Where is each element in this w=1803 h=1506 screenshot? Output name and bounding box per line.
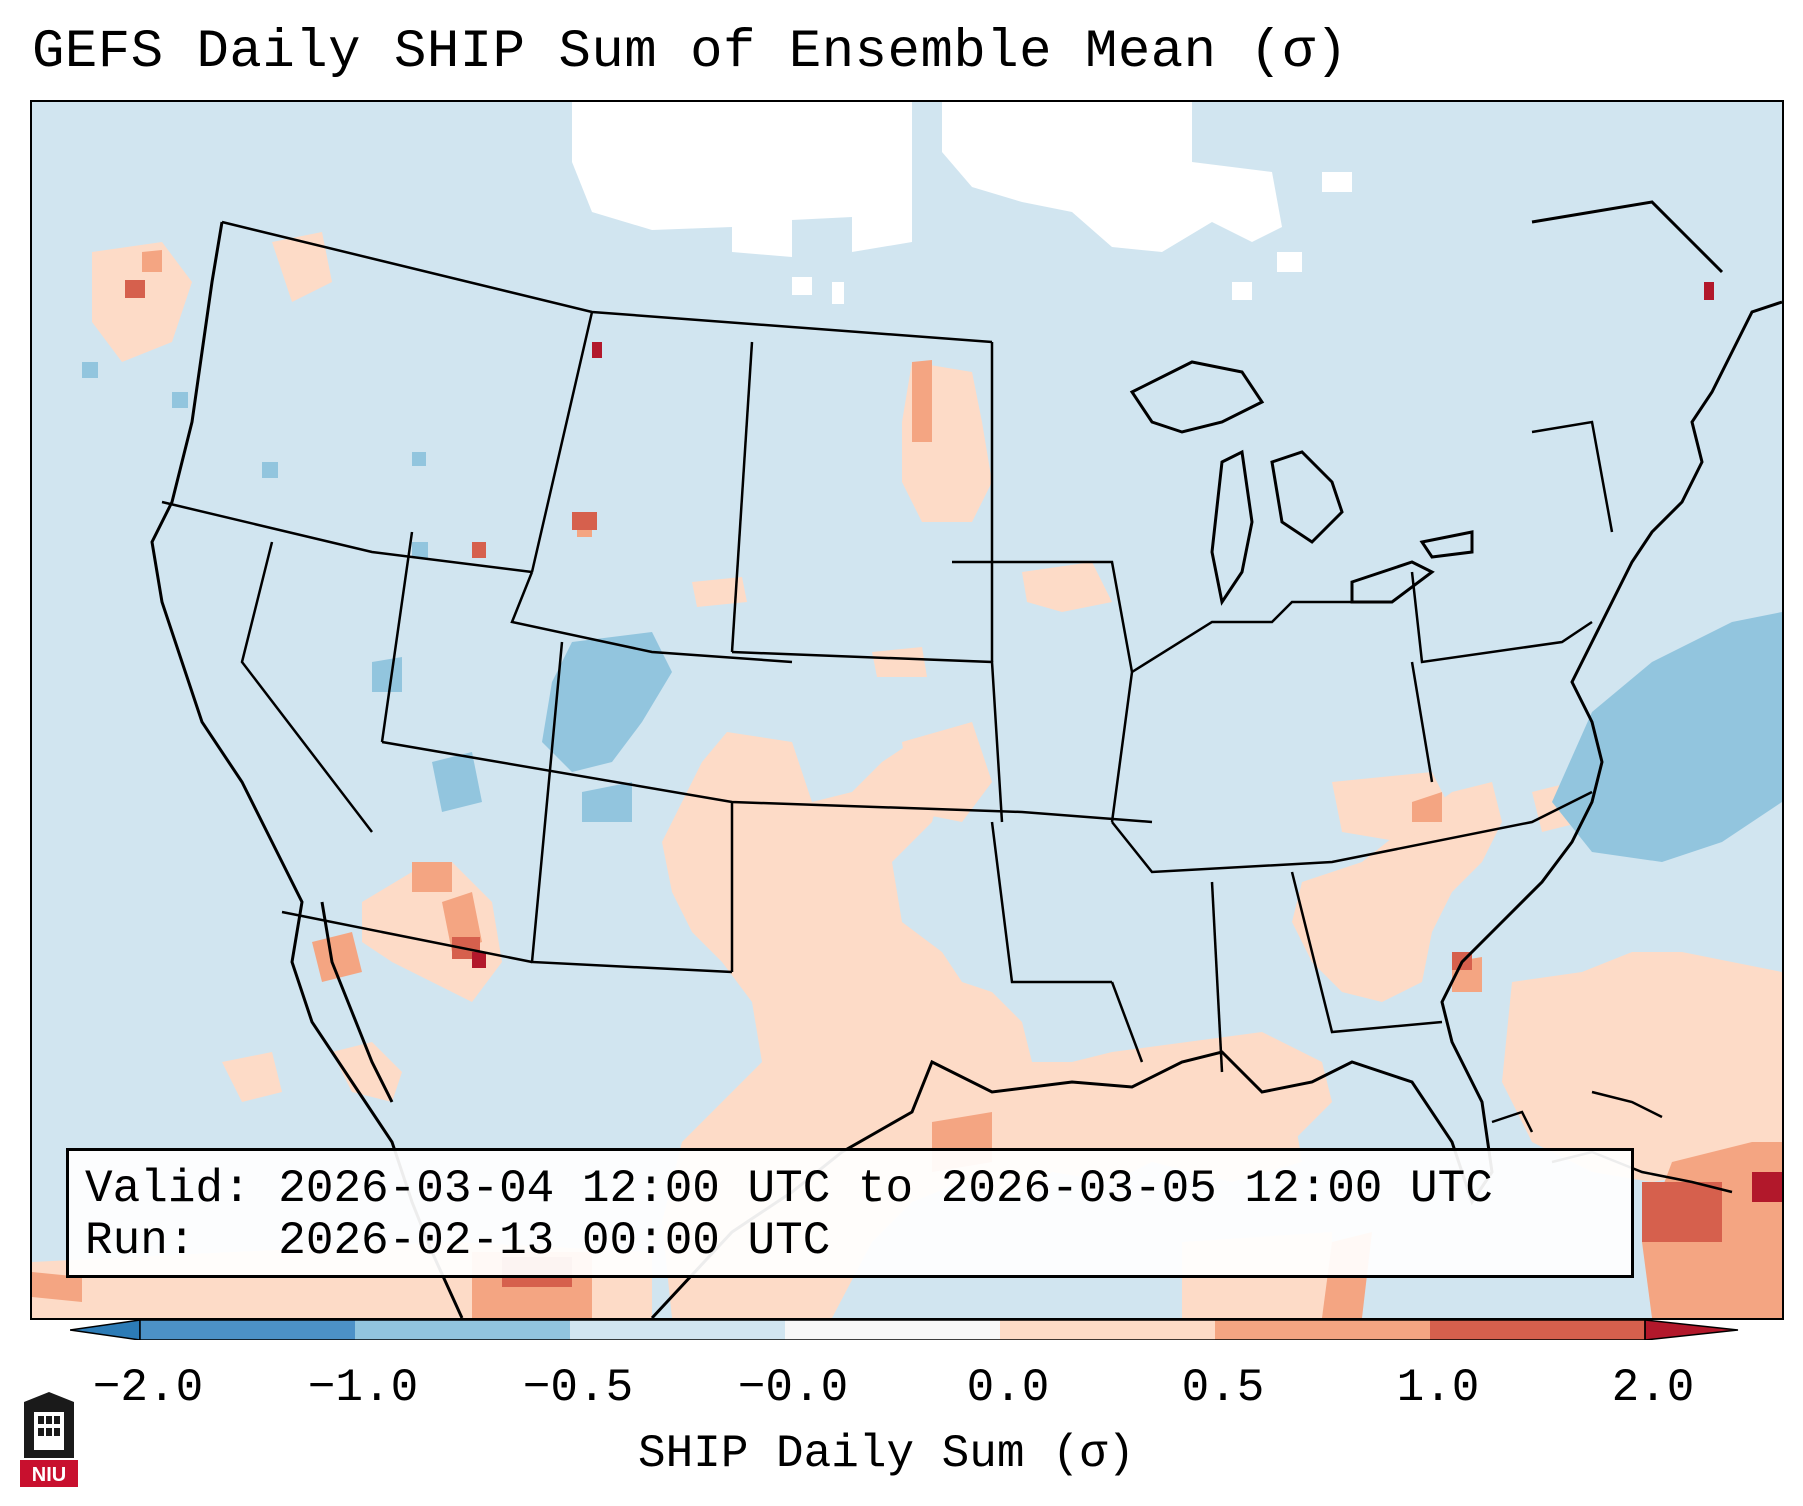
colorbar-bin-6 — [1215, 1320, 1430, 1340]
map-canvas — [32, 102, 1782, 1318]
map-title: GEFS Daily SHIP Sum of Ensemble Mean (σ) — [32, 22, 1349, 83]
extreme-positive-points — [472, 282, 1782, 1202]
colorbar-tick-1: −2.0 — [92, 1362, 204, 1414]
colorbar-label: SHIP Daily Sum (σ) — [638, 1428, 1135, 1480]
colorbar-bin-5 — [1000, 1320, 1215, 1340]
colorbar-tick-7: 1.0 — [1396, 1362, 1480, 1414]
colorbar-frame — [139, 1320, 1646, 1340]
run-time-text: Run: 2026-02-13 00:00 UTC — [85, 1215, 831, 1267]
colorbar-extend-low — [70, 1320, 141, 1340]
colorbar-tick-5: 0.0 — [966, 1362, 1050, 1414]
colorbar-extend-high — [1644, 1320, 1739, 1340]
state-borders — [161, 220, 1614, 1073]
colorbar-tick-8: 2.0 — [1611, 1362, 1695, 1414]
svg-text:NIU: NIU — [32, 1464, 66, 1486]
colorbar-bin-4 — [785, 1320, 1000, 1340]
white-zero-areas — [572, 102, 1352, 304]
colorbar-tick-2: −1.0 — [307, 1362, 419, 1414]
valid-time-text: Valid: 2026-03-04 12:00 UTC to 2026-03-0… — [85, 1163, 1493, 1215]
colorbar-bin-2 — [355, 1320, 570, 1340]
colorbar-tick-4: −0.0 — [737, 1362, 849, 1414]
coastline-outlines — [150, 200, 1782, 1318]
colorbar — [70, 1320, 1739, 1340]
colorbar-bin-7 — [1430, 1320, 1645, 1340]
colorbar-bin-1 — [140, 1320, 355, 1340]
colorbar-tick-6: 0.5 — [1181, 1362, 1265, 1414]
negative-regions — [82, 362, 1782, 862]
niu-seal-icon: NIU — [20, 1392, 78, 1487]
colorbar-bin-3 — [570, 1320, 785, 1340]
validity-info-box: Valid: 2026-03-04 12:00 UTC to 2026-03-0… — [66, 1148, 1634, 1278]
map-panel — [30, 100, 1784, 1320]
colorbar-tick-3: −0.5 — [522, 1362, 634, 1414]
